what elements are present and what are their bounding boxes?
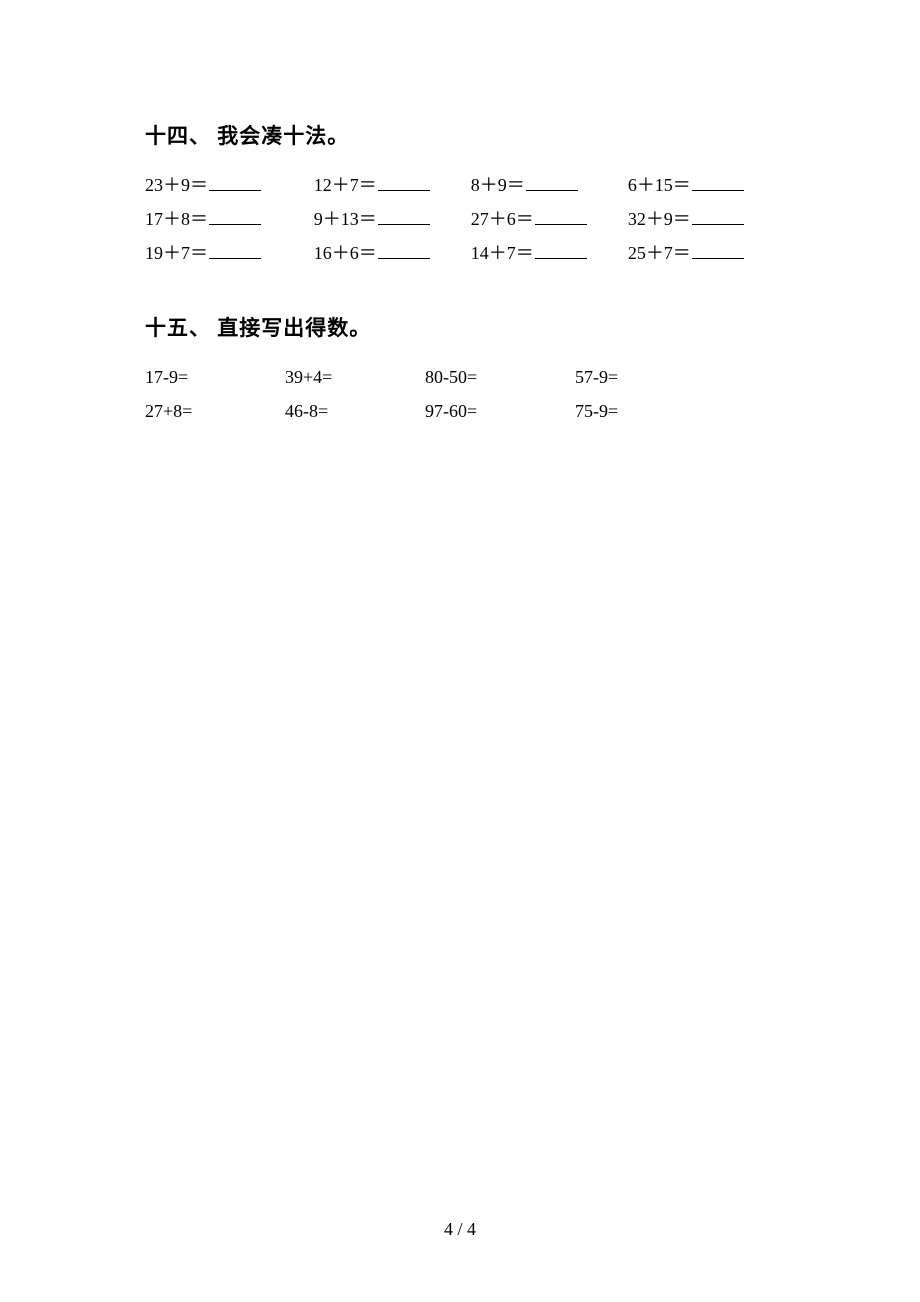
problem-cell: 25＋7＝ bbox=[628, 236, 775, 270]
answer-blank[interactable] bbox=[378, 241, 430, 259]
problem-text: 97-60= bbox=[425, 394, 575, 428]
page-number: 4 / 4 bbox=[0, 1219, 920, 1240]
problem-cell: 27＋6＝ bbox=[471, 202, 628, 236]
section-14-heading: 十四、 我会凑十法。 bbox=[145, 120, 775, 150]
problem-cell: 19＋7＝ bbox=[145, 236, 314, 270]
answer-blank[interactable] bbox=[378, 173, 430, 191]
section-14-row: 17＋8＝ 9＋13＝ 27＋6＝ 32＋9＝ bbox=[145, 202, 775, 236]
answer-blank[interactable] bbox=[526, 173, 578, 191]
section-14: 十四、 我会凑十法。 23＋9＝ 12＋7＝ 8＋9＝ 6＋15＝ 17＋8＝ … bbox=[145, 120, 775, 270]
problem-text: 17-9= bbox=[145, 360, 285, 394]
problem-cell: 12＋7＝ bbox=[314, 168, 471, 202]
problem-text: 25＋7＝ bbox=[628, 236, 691, 270]
problem-text: 75-9= bbox=[575, 394, 715, 428]
problem-text: 23＋9＝ bbox=[145, 168, 208, 202]
problem-text: 46-8= bbox=[285, 394, 425, 428]
problem-text: 17＋8＝ bbox=[145, 202, 208, 236]
answer-blank[interactable] bbox=[692, 207, 744, 225]
answer-blank[interactable] bbox=[535, 207, 587, 225]
problem-cell: 6＋15＝ bbox=[628, 168, 775, 202]
section-15-row: 17-9= 39+4= 80-50= 57-9= bbox=[145, 360, 775, 394]
section-spacer bbox=[145, 270, 775, 312]
problem-cell: 9＋13＝ bbox=[314, 202, 471, 236]
problem-text: 8＋9＝ bbox=[471, 168, 525, 202]
answer-blank[interactable] bbox=[209, 173, 261, 191]
problem-cell: 14＋7＝ bbox=[471, 236, 628, 270]
problem-text: 27＋6＝ bbox=[471, 202, 534, 236]
problem-cell: 32＋9＝ bbox=[628, 202, 775, 236]
problem-text: 19＋7＝ bbox=[145, 236, 208, 270]
section-15: 十五、 直接写出得数。 17-9= 39+4= 80-50= 57-9= 27+… bbox=[145, 312, 775, 428]
section-15-heading: 十五、 直接写出得数。 bbox=[145, 312, 775, 342]
answer-blank[interactable] bbox=[692, 241, 744, 259]
problem-text: 9＋13＝ bbox=[314, 202, 377, 236]
problem-text: 39+4= bbox=[285, 360, 425, 394]
answer-blank[interactable] bbox=[378, 207, 430, 225]
problem-cell: 23＋9＝ bbox=[145, 168, 314, 202]
answer-blank[interactable] bbox=[209, 207, 261, 225]
section-14-row: 19＋7＝ 16＋6＝ 14＋7＝ 25＋7＝ bbox=[145, 236, 775, 270]
problem-text: 16＋6＝ bbox=[314, 236, 377, 270]
problem-text: 12＋7＝ bbox=[314, 168, 377, 202]
answer-blank[interactable] bbox=[209, 241, 261, 259]
answer-blank[interactable] bbox=[535, 241, 587, 259]
problem-text: 27+8= bbox=[145, 394, 285, 428]
problem-text: 14＋7＝ bbox=[471, 236, 534, 270]
problem-text: 6＋15＝ bbox=[628, 168, 691, 202]
section-14-row: 23＋9＝ 12＋7＝ 8＋9＝ 6＋15＝ bbox=[145, 168, 775, 202]
problem-cell: 8＋9＝ bbox=[471, 168, 628, 202]
section-15-row: 27+8= 46-8= 97-60= 75-9= bbox=[145, 394, 775, 428]
problem-cell: 16＋6＝ bbox=[314, 236, 471, 270]
problem-cell: 17＋8＝ bbox=[145, 202, 314, 236]
problem-text: 57-9= bbox=[575, 360, 715, 394]
problem-text: 32＋9＝ bbox=[628, 202, 691, 236]
problem-text: 80-50= bbox=[425, 360, 575, 394]
answer-blank[interactable] bbox=[692, 173, 744, 191]
